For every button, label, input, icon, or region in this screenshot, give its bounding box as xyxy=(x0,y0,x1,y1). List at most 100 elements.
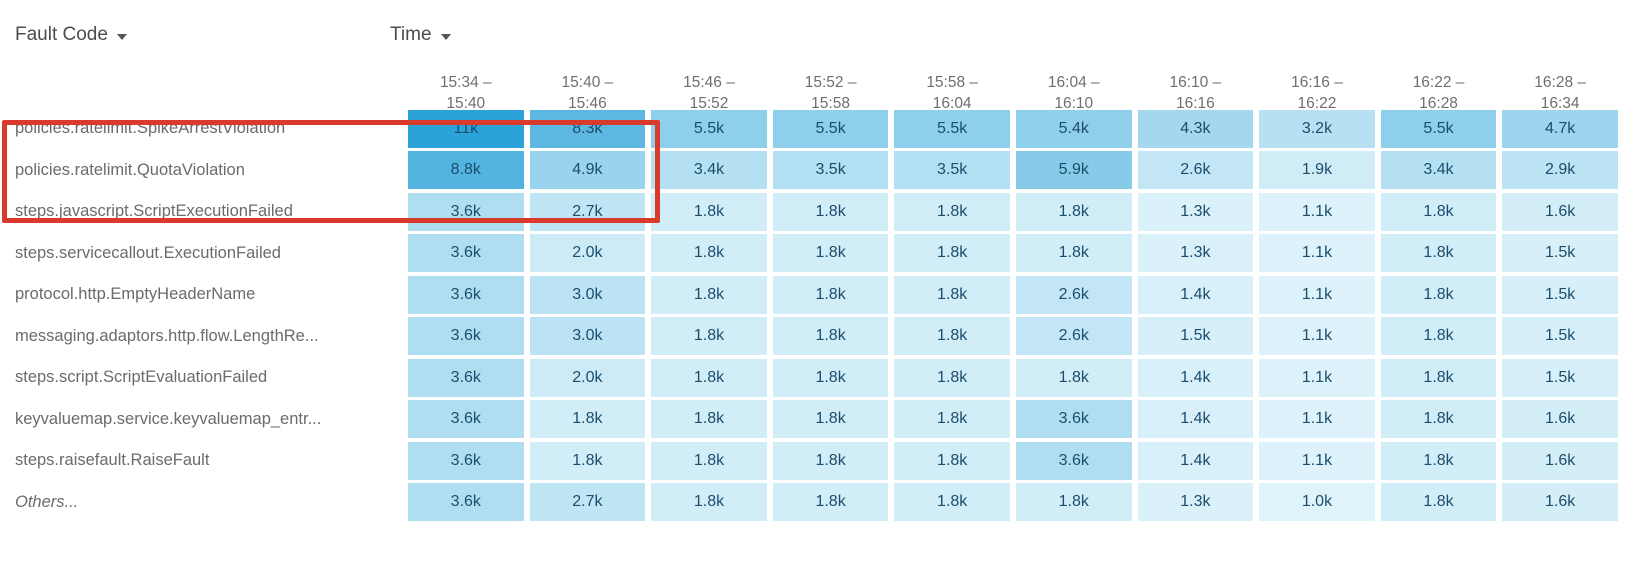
heatmap-cell[interactable]: 2.0k xyxy=(529,234,646,272)
heatmap-cell[interactable]: 2.6k xyxy=(1137,151,1254,189)
heatmap-cell[interactable]: 4.3k xyxy=(1137,109,1254,148)
heatmap-cell[interactable]: 2.0k xyxy=(529,358,646,397)
heatmap-cell[interactable]: 1.8k xyxy=(894,441,1010,480)
heatmap-cell[interactable]: 1.0k xyxy=(1259,483,1375,521)
heatmap-cell[interactable]: 2.6k xyxy=(1015,275,1132,314)
heatmap-cell[interactable]: 2.6k xyxy=(1015,317,1132,355)
heatmap-cell[interactable]: 3.6k xyxy=(1015,441,1132,480)
heatmap-cell[interactable]: 1.6k xyxy=(1502,400,1618,438)
heatmap-cell[interactable]: 3.0k xyxy=(529,275,646,314)
fault-code-sort-button[interactable]: Fault Code xyxy=(15,24,127,46)
heatmap-cell[interactable]: 1.5k xyxy=(1137,317,1254,355)
heatmap-cell[interactable]: 1.8k xyxy=(529,400,646,438)
heatmap-cell[interactable]: 1.6k xyxy=(1502,441,1618,480)
heatmap-cell[interactable]: 1.8k xyxy=(651,234,767,272)
heatmap-cell[interactable]: 1.8k xyxy=(772,441,889,480)
heatmap-cell[interactable]: 1.8k xyxy=(772,317,889,355)
heatmap-cell[interactable]: 1.8k xyxy=(894,234,1010,272)
heatmap-cell[interactable]: 1.4k xyxy=(1137,441,1254,480)
heatmap-cell[interactable]: 3.6k xyxy=(408,234,524,272)
heatmap-cell[interactable]: 1.3k xyxy=(1137,192,1254,231)
heatmap-cell[interactable]: 1.8k xyxy=(651,317,767,355)
heatmap-cell[interactable]: 1.8k xyxy=(1380,483,1497,521)
heatmap-cell[interactable]: 4.7k xyxy=(1502,109,1618,148)
heatmap-cell[interactable]: 3.6k xyxy=(408,483,524,521)
heatmap-cell[interactable]: 3.6k xyxy=(408,400,524,438)
heatmap-cell[interactable]: 2.9k xyxy=(1502,151,1618,189)
heatmap-cell[interactable]: 2.7k xyxy=(529,483,646,521)
heatmap-cell[interactable]: 1.1k xyxy=(1259,275,1375,314)
heatmap-cell[interactable]: 1.8k xyxy=(772,400,889,438)
heatmap-cell[interactable]: 1.8k xyxy=(894,358,1010,397)
heatmap-cell[interactable]: 1.1k xyxy=(1259,234,1375,272)
heatmap-cell[interactable]: 5.4k xyxy=(1015,109,1132,148)
heatmap-cell[interactable]: 1.8k xyxy=(894,483,1010,521)
heatmap-cell[interactable]: 1.8k xyxy=(772,358,889,397)
heatmap-cell[interactable]: 1.8k xyxy=(1380,441,1497,480)
heatmap-cell[interactable]: 8.8k xyxy=(408,151,524,189)
heatmap-cell[interactable]: 3.6k xyxy=(1015,400,1132,438)
heatmap-cell[interactable]: 3.2k xyxy=(1259,109,1375,148)
heatmap-cell[interactable]: 3.4k xyxy=(1380,151,1497,189)
heatmap-cell[interactable]: 1.8k xyxy=(894,317,1010,355)
heatmap-cell[interactable]: 1.8k xyxy=(1015,234,1132,272)
time-sort-button[interactable]: Time xyxy=(390,24,451,46)
heatmap-cell[interactable]: 1.5k xyxy=(1502,234,1618,272)
heatmap-cell[interactable]: 1.8k xyxy=(1380,358,1497,397)
heatmap-cell[interactable]: 1.8k xyxy=(772,234,889,272)
heatmap-cell[interactable]: 1.8k xyxy=(651,358,767,397)
heatmap-cell[interactable]: 1.6k xyxy=(1502,192,1618,231)
heatmap-cell[interactable]: 1.1k xyxy=(1259,317,1375,355)
heatmap-cell[interactable]: 3.6k xyxy=(408,441,524,480)
heatmap-cell[interactable]: 1.8k xyxy=(1380,234,1497,272)
heatmap-cell[interactable]: 3.4k xyxy=(651,151,767,189)
heatmap-cell[interactable]: 3.6k xyxy=(408,358,524,397)
heatmap-cell[interactable]: 1.8k xyxy=(894,400,1010,438)
heatmap-cell[interactable]: 1.8k xyxy=(772,483,889,521)
heatmap-cell[interactable]: 1.8k xyxy=(1380,400,1497,438)
heatmap-cell[interactable]: 1.8k xyxy=(1380,192,1497,231)
heatmap-cell[interactable]: 1.8k xyxy=(651,483,767,521)
heatmap-cell[interactable]: 1.8k xyxy=(772,275,889,314)
heatmap-cell[interactable]: 1.1k xyxy=(1259,358,1375,397)
heatmap-cell[interactable]: 1.5k xyxy=(1502,358,1618,397)
heatmap-cell[interactable]: 1.3k xyxy=(1137,234,1254,272)
heatmap-cell[interactable]: 1.8k xyxy=(1380,275,1497,314)
heatmap-cell[interactable]: 1.1k xyxy=(1259,192,1375,231)
heatmap-cell[interactable]: 1.8k xyxy=(651,192,767,231)
heatmap-cell[interactable]: 1.5k xyxy=(1502,275,1618,314)
heatmap-cell[interactable]: 5.5k xyxy=(651,109,767,148)
heatmap-cell[interactable]: 1.8k xyxy=(894,192,1010,231)
heatmap-cell[interactable]: 8.3k xyxy=(529,109,646,148)
heatmap-cell[interactable]: 1.4k xyxy=(1137,275,1254,314)
heatmap-cell[interactable]: 3.6k xyxy=(408,192,524,231)
heatmap-cell[interactable]: 1.1k xyxy=(1259,400,1375,438)
heatmap-cell[interactable]: 3.0k xyxy=(529,317,646,355)
heatmap-cell[interactable]: 3.5k xyxy=(772,151,889,189)
heatmap-cell[interactable]: 11k xyxy=(408,109,524,148)
heatmap-cell[interactable]: 1.8k xyxy=(651,275,767,314)
heatmap-cell[interactable]: 5.9k xyxy=(1015,151,1132,189)
heatmap-cell[interactable]: 5.5k xyxy=(894,109,1010,148)
heatmap-cell[interactable]: 1.8k xyxy=(1015,358,1132,397)
heatmap-cell[interactable]: 1.3k xyxy=(1137,483,1254,521)
heatmap-cell[interactable]: 1.8k xyxy=(651,400,767,438)
heatmap-cell[interactable]: 4.9k xyxy=(529,151,646,189)
heatmap-cell[interactable]: 3.5k xyxy=(894,151,1010,189)
heatmap-cell[interactable]: 1.8k xyxy=(529,441,646,480)
heatmap-cell[interactable]: 5.5k xyxy=(1380,109,1497,148)
heatmap-cell[interactable]: 1.4k xyxy=(1137,400,1254,438)
heatmap-cell[interactable]: 3.6k xyxy=(408,275,524,314)
heatmap-cell[interactable]: 1.5k xyxy=(1502,317,1618,355)
heatmap-cell[interactable]: 1.8k xyxy=(1015,192,1132,231)
heatmap-cell[interactable]: 1.9k xyxy=(1259,151,1375,189)
heatmap-cell[interactable]: 1.8k xyxy=(894,275,1010,314)
heatmap-cell[interactable]: 1.6k xyxy=(1502,483,1618,521)
heatmap-cell[interactable]: 3.6k xyxy=(408,317,524,355)
heatmap-cell[interactable]: 2.7k xyxy=(529,192,646,231)
heatmap-cell[interactable]: 1.4k xyxy=(1137,358,1254,397)
heatmap-cell[interactable]: 1.8k xyxy=(651,441,767,480)
heatmap-cell[interactable]: 1.8k xyxy=(1380,317,1497,355)
heatmap-cell[interactable]: 1.8k xyxy=(1015,483,1132,521)
heatmap-cell[interactable]: 5.5k xyxy=(772,109,889,148)
